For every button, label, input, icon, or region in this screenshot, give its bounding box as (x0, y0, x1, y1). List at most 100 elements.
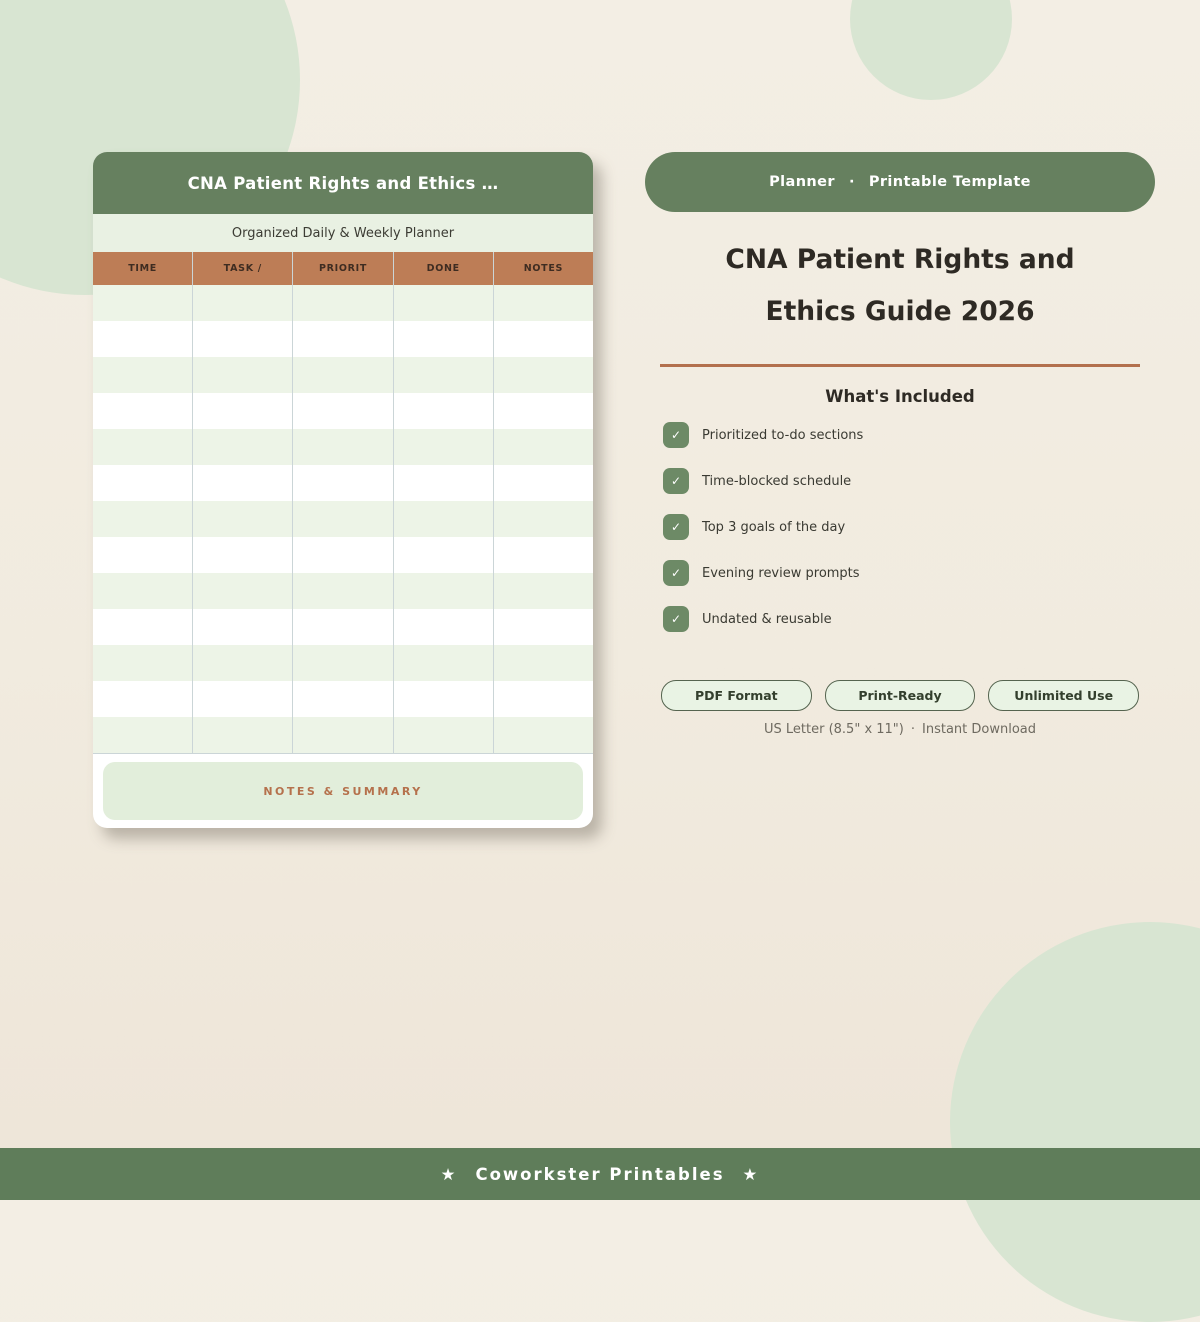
table-cell (293, 465, 394, 501)
planner-table-body (93, 285, 593, 754)
table-row (93, 645, 593, 681)
table-row (93, 537, 593, 573)
accent-divider (660, 364, 1140, 367)
badge-type: Printable Template (868, 174, 1031, 190)
table-cell (394, 573, 494, 609)
table-cell (293, 285, 394, 321)
feature-list: ✓ Prioritized to-do sections ✓ Time-blocked… (645, 422, 1155, 632)
table-cell (293, 717, 394, 753)
preview-card-subtitle: Organized Daily & Weekly Planner (93, 214, 593, 252)
table-cell (394, 321, 494, 357)
table-cell (93, 609, 194, 645)
preview-card-header: CNA Patient Rights and Ethics … (93, 152, 593, 214)
print-ready-chip[interactable]: Print-Ready (824, 680, 976, 711)
table-cell (394, 429, 494, 465)
table-cell (193, 429, 294, 465)
table-cell (293, 537, 394, 573)
table-cell (293, 393, 394, 429)
table-cell (494, 573, 593, 609)
table-cell (193, 645, 294, 681)
table-cell (394, 717, 494, 753)
table-cell (293, 645, 394, 681)
table-cell (193, 501, 294, 537)
table-row (93, 321, 593, 357)
footer-brand-label: Coworkster Printables (475, 1164, 725, 1184)
format-chip-row: PDF Format Print-Ready Unlimited Use (661, 680, 1140, 711)
paper-size-text: US Letter (8.5" x 11") (764, 722, 904, 737)
star-icon: ★ (440, 1164, 458, 1184)
table-cell (93, 393, 194, 429)
table-column-header: PRIORIT (293, 252, 394, 285)
table-cell (193, 537, 294, 573)
table-cell (93, 717, 194, 753)
product-title: CNA Patient Rights and Ethics Guide 2026 (645, 234, 1155, 338)
table-cell (394, 609, 494, 645)
table-row (93, 393, 593, 429)
feature-label: Top 3 goals of the day (702, 519, 846, 535)
planner-preview-card: CNA Patient Rights and Ethics … Organize… (93, 152, 593, 828)
checkmark-icon: ✓ (663, 422, 689, 448)
table-cell (93, 321, 194, 357)
product-details-panel: Planner · Printable Template CNA Patient… (645, 152, 1155, 737)
table-column-header: TASK / (193, 252, 294, 285)
notes-summary-box: NOTES & SUMMARY (103, 762, 583, 820)
table-cell (193, 357, 294, 393)
feature-item: ✓ Prioritized to-do sections (663, 422, 1155, 448)
feature-item: ✓ Undated & reusable (663, 606, 1155, 632)
table-cell (394, 681, 494, 717)
feature-item: ✓ Time-blocked schedule (663, 468, 1155, 494)
feature-item: ✓ Top 3 goals of the day (663, 514, 1155, 540)
table-cell (494, 429, 593, 465)
decorative-circle-top-right (850, 0, 1012, 100)
table-cell (394, 465, 494, 501)
site-footer: ★ Coworkster Printables ★ (0, 1148, 1200, 1200)
table-cell (494, 501, 593, 537)
product-title-line1: CNA Patient Rights and (725, 244, 1075, 275)
table-row (93, 501, 593, 537)
table-cell (394, 645, 494, 681)
table-row (93, 285, 593, 321)
feature-label: Evening review prompts (702, 565, 860, 581)
table-cell (193, 717, 294, 753)
table-cell (193, 465, 294, 501)
table-cell (494, 285, 593, 321)
feature-label: Time-blocked schedule (702, 473, 852, 489)
table-cell (394, 501, 494, 537)
table-cell (93, 465, 194, 501)
table-cell (494, 537, 593, 573)
preview-card-title: CNA Patient Rights and Ethics … (187, 173, 499, 193)
table-cell (394, 537, 494, 573)
table-cell (193, 609, 294, 645)
table-row (93, 681, 593, 717)
table-cell (93, 681, 194, 717)
unlimited-use-chip[interactable]: Unlimited Use (988, 680, 1140, 711)
table-cell (93, 357, 194, 393)
meta-separator-dot: · (910, 722, 915, 737)
table-cell (494, 393, 593, 429)
table-cell (494, 357, 593, 393)
table-cell (293, 609, 394, 645)
table-cell (494, 717, 593, 753)
table-cell (293, 429, 394, 465)
table-cell (293, 357, 394, 393)
table-row (93, 429, 593, 465)
product-title-line2: Ethics Guide 2026 (765, 296, 1035, 327)
table-cell (293, 681, 394, 717)
pdf-format-chip[interactable]: PDF Format (661, 680, 812, 711)
table-cell (193, 573, 294, 609)
table-cell (193, 321, 294, 357)
table-column-header: TIME (93, 252, 194, 285)
table-cell (293, 501, 394, 537)
feature-label: Prioritized to-do sections (702, 427, 864, 443)
badge-separator-dot: · (848, 174, 855, 190)
table-cell (93, 537, 194, 573)
feature-item: ✓ Evening review prompts (663, 560, 1155, 586)
table-cell (494, 645, 593, 681)
feature-label: Undated & reusable (702, 611, 832, 627)
table-row (93, 609, 593, 645)
table-cell (93, 573, 194, 609)
table-cell (93, 429, 194, 465)
table-cell (93, 285, 194, 321)
table-row (93, 357, 593, 393)
checkmark-icon: ✓ (663, 606, 689, 632)
